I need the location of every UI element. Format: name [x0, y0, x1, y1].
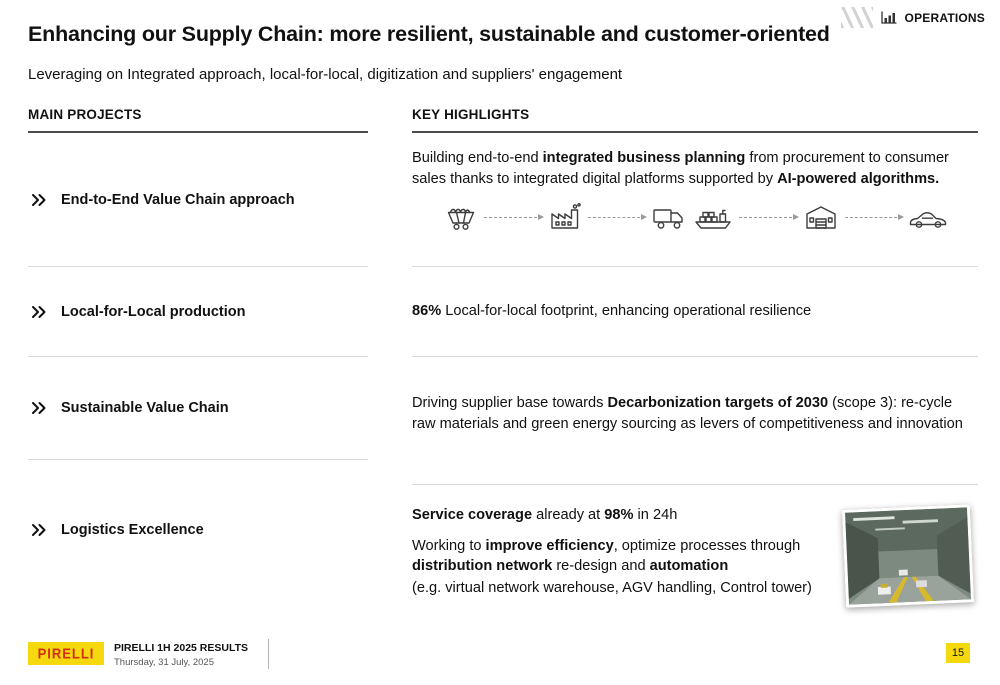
- main-projects-column: MAIN PROJECTS End-to-End Value Chain app…: [28, 103, 368, 635]
- highlight-text: Building end-to-end integrated business …: [412, 148, 978, 189]
- project-label: Logistics Excellence: [61, 522, 204, 538]
- dashed-arrow: [484, 213, 543, 220]
- text-segment: AI-powered algorithms.: [777, 170, 940, 187]
- text-segment: Working to: [412, 537, 486, 554]
- badge-label: OPERATIONS: [904, 10, 985, 25]
- car-icon: [908, 205, 948, 229]
- highlight-text: (e.g. virtual network warehouse, AGV han…: [412, 578, 828, 599]
- ship-icon: [693, 203, 733, 231]
- highlight-text: Service coverage already at 98% in 24h: [412, 505, 828, 526]
- project-row-logistics: Logistics Excellence: [28, 460, 368, 600]
- dashed-arrow: [587, 213, 647, 220]
- bar-chart-icon: [880, 10, 898, 25]
- text-segment: improve efficiency: [485, 537, 614, 554]
- double-chevron-icon: [30, 192, 48, 208]
- text-segment: automation: [649, 558, 729, 575]
- report-title: PIRELLI 1H 2025 RESULTS: [114, 642, 249, 654]
- double-chevron-icon: [30, 304, 48, 320]
- content-area: MAIN PROJECTS End-to-End Value Chain app…: [28, 103, 978, 635]
- text-segment: Driving supplier base towards: [412, 395, 608, 411]
- highlight-text: Working to improve efficiency, optimize …: [412, 536, 828, 577]
- highlight-row-logistics: Service coverage already at 98% in 24h W…: [412, 485, 978, 635]
- page-subtitle: Leveraging on Integrated approach, local…: [28, 66, 623, 83]
- footer: PIRELLI PIRELLI 1H 2025 RESULTS Thursday…: [28, 637, 978, 673]
- text-segment: Local-for-local footprint, enhancing ope…: [441, 303, 812, 320]
- text-segment: , optimize processes through: [613, 537, 801, 554]
- double-chevron-icon: [30, 400, 48, 416]
- text-segment: Decarbonization targets of 2030: [607, 395, 829, 411]
- project-label: Local-for-Local production: [61, 303, 246, 320]
- supply-chain-flow: [412, 202, 978, 232]
- warehouse-photo: [841, 504, 975, 608]
- operations-badge: OPERATIONS: [840, 7, 985, 28]
- text-segment: (e.g. virtual network warehouse, AGV han…: [412, 580, 812, 597]
- project-row-end-to-end: End-to-End Value Chain approach: [28, 133, 368, 267]
- highlight-row-footprint: 86% Local-for-local footprint, enhancing…: [412, 267, 978, 357]
- text-segment: Service coverage: [412, 507, 533, 523]
- highlight-row-planning: Building end-to-end integrated business …: [412, 133, 978, 267]
- text-segment: distribution network: [412, 558, 553, 575]
- page-number-badge: 15: [946, 643, 970, 663]
- text-segment: re-design and: [552, 558, 650, 575]
- text-segment: in 24h: [633, 507, 678, 523]
- pirelli-logo: PIRELLI: [28, 642, 104, 665]
- diagonal-stripes-decoration: [840, 7, 873, 28]
- dashed-arrow: [739, 213, 798, 220]
- text-segment: 98%: [604, 507, 634, 523]
- main-projects-header: MAIN PROJECTS: [28, 103, 368, 133]
- dashed-arrow: [844, 213, 904, 220]
- project-label: End-to-End Value Chain approach: [61, 191, 295, 208]
- text-segment: from procurement to consumer sales thank…: [412, 150, 949, 187]
- mine-cart-icon: [444, 202, 478, 232]
- key-highlights-column: KEY HIGHLIGHTS Building end-to-end integ…: [412, 103, 978, 635]
- text-segment: integrated business planning: [542, 150, 746, 166]
- text-segment: Building end-to-end: [412, 150, 543, 166]
- page-title: Enhancing our Supply Chain: more resilie…: [28, 22, 830, 46]
- factory-icon: [548, 202, 582, 232]
- text-segment: 86%: [412, 303, 442, 320]
- project-row-local-for-local: Local-for-Local production: [28, 267, 368, 357]
- text-segment: already at: [532, 507, 605, 523]
- highlight-text: 86% Local-for-local footprint, enhancing…: [412, 301, 811, 322]
- footer-divider: [268, 639, 269, 669]
- project-label: Sustainable Value Chain: [61, 400, 229, 416]
- logistics-text-block: Service coverage already at 98% in 24h W…: [412, 505, 828, 635]
- highlight-row-decarbonization: Driving supplier base towards Decarboniz…: [412, 357, 978, 485]
- report-date: Thursday, 31 July, 2025: [114, 657, 214, 668]
- footer-meta: PIRELLI 1H 2025 RESULTS Thursday, 31 Jul…: [114, 642, 248, 668]
- pirelli-logo-text: PIRELLI: [37, 644, 95, 663]
- truck-icon: [651, 203, 687, 231]
- highlight-text: Driving supplier base towards Decarboniz…: [412, 393, 978, 434]
- warehouse-icon: [803, 202, 839, 232]
- project-row-sustainable: Sustainable Value Chain: [28, 357, 368, 460]
- double-chevron-icon: [30, 522, 48, 538]
- key-highlights-header: KEY HIGHLIGHTS: [412, 103, 978, 133]
- transport-icon-group: [651, 203, 733, 231]
- text-segment: (scope 3): re-cycle raw materials and gr…: [412, 395, 963, 432]
